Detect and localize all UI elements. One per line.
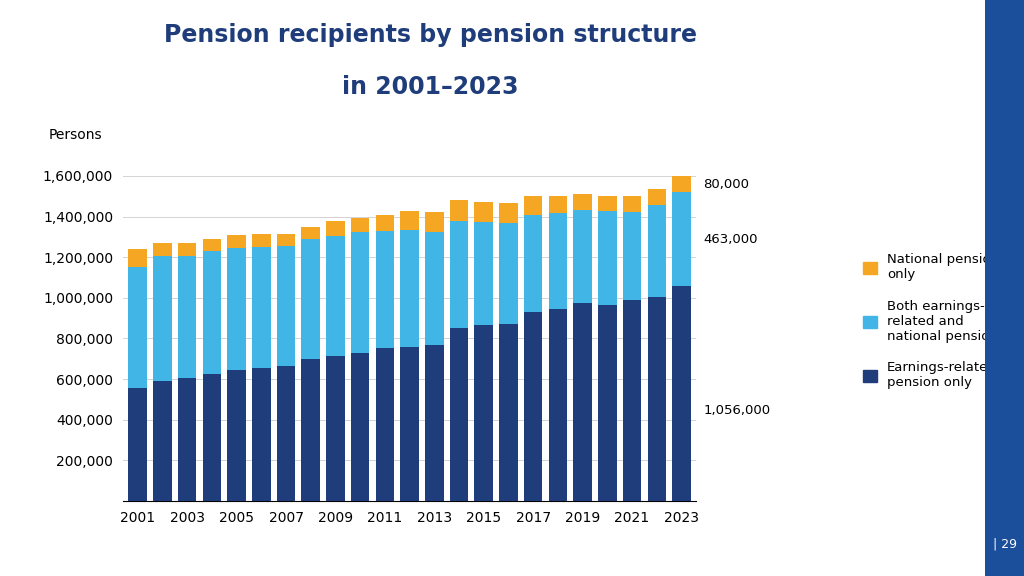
- Bar: [549, 196, 567, 214]
- Bar: [623, 196, 641, 213]
- Bar: [276, 246, 295, 366]
- Bar: [450, 200, 468, 221]
- Bar: [128, 249, 147, 267]
- Bar: [623, 213, 641, 300]
- Bar: [351, 353, 370, 501]
- Bar: [128, 388, 147, 501]
- Bar: [301, 239, 319, 359]
- Bar: [252, 247, 270, 368]
- Bar: [474, 222, 493, 325]
- Text: | 29: | 29: [992, 538, 1017, 551]
- Bar: [450, 221, 468, 328]
- Bar: [474, 202, 493, 222]
- Bar: [301, 359, 319, 501]
- Bar: [598, 305, 616, 501]
- Bar: [425, 213, 443, 232]
- Text: 80,000: 80,000: [703, 177, 750, 191]
- Bar: [672, 192, 691, 286]
- Text: Pension recipients by pension structure: Pension recipients by pension structure: [164, 23, 696, 47]
- Bar: [252, 234, 270, 247]
- Bar: [647, 205, 666, 297]
- Bar: [376, 215, 394, 231]
- Bar: [524, 312, 543, 501]
- Bar: [549, 309, 567, 501]
- Bar: [327, 221, 345, 236]
- Bar: [500, 222, 518, 324]
- Bar: [573, 303, 592, 501]
- Bar: [672, 286, 691, 501]
- Bar: [425, 232, 443, 344]
- Bar: [203, 239, 221, 251]
- Bar: [327, 356, 345, 501]
- Bar: [524, 215, 543, 312]
- Bar: [647, 297, 666, 501]
- Bar: [500, 203, 518, 222]
- Bar: [376, 231, 394, 348]
- Bar: [672, 176, 691, 192]
- Bar: [252, 368, 270, 501]
- Bar: [425, 344, 443, 501]
- Text: Persons: Persons: [48, 128, 102, 142]
- Text: 463,000: 463,000: [703, 233, 758, 246]
- Bar: [474, 325, 493, 501]
- Bar: [623, 300, 641, 501]
- Bar: [573, 194, 592, 210]
- Bar: [400, 211, 419, 230]
- Bar: [178, 243, 197, 256]
- Bar: [154, 381, 172, 501]
- Bar: [450, 328, 468, 501]
- Bar: [178, 378, 197, 501]
- Bar: [128, 267, 147, 388]
- Bar: [573, 210, 592, 303]
- Bar: [549, 214, 567, 309]
- Bar: [227, 235, 246, 248]
- Bar: [351, 232, 370, 353]
- Legend: National pension
only, Both earnings-
related and
national pension, Earnings-rel: National pension only, Both earnings- re…: [863, 253, 999, 389]
- Bar: [203, 251, 221, 374]
- Bar: [154, 256, 172, 381]
- Bar: [227, 248, 246, 370]
- Bar: [154, 243, 172, 256]
- Bar: [598, 211, 616, 305]
- Bar: [400, 347, 419, 501]
- Bar: [276, 366, 295, 501]
- Bar: [598, 196, 616, 211]
- Bar: [351, 218, 370, 232]
- Bar: [500, 324, 518, 501]
- Bar: [376, 348, 394, 501]
- Bar: [301, 227, 319, 239]
- Bar: [178, 256, 197, 378]
- Text: in 2001–2023: in 2001–2023: [342, 75, 518, 99]
- Bar: [276, 234, 295, 246]
- Bar: [400, 230, 419, 347]
- Bar: [227, 370, 246, 501]
- Text: 1,056,000: 1,056,000: [703, 404, 770, 416]
- Bar: [524, 196, 543, 215]
- Bar: [647, 189, 666, 205]
- Bar: [327, 236, 345, 356]
- Bar: [203, 374, 221, 501]
